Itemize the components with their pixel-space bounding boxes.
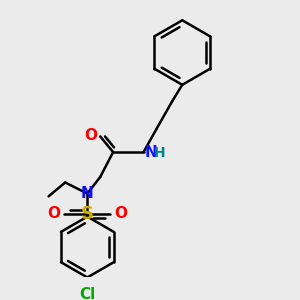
- Text: O: O: [48, 206, 61, 221]
- Text: N: N: [81, 186, 94, 201]
- Text: N: N: [145, 145, 157, 160]
- Text: Cl: Cl: [79, 287, 95, 300]
- Text: S: S: [81, 205, 94, 223]
- Text: O: O: [85, 128, 98, 143]
- Text: O: O: [114, 206, 127, 221]
- Text: H: H: [154, 146, 165, 160]
